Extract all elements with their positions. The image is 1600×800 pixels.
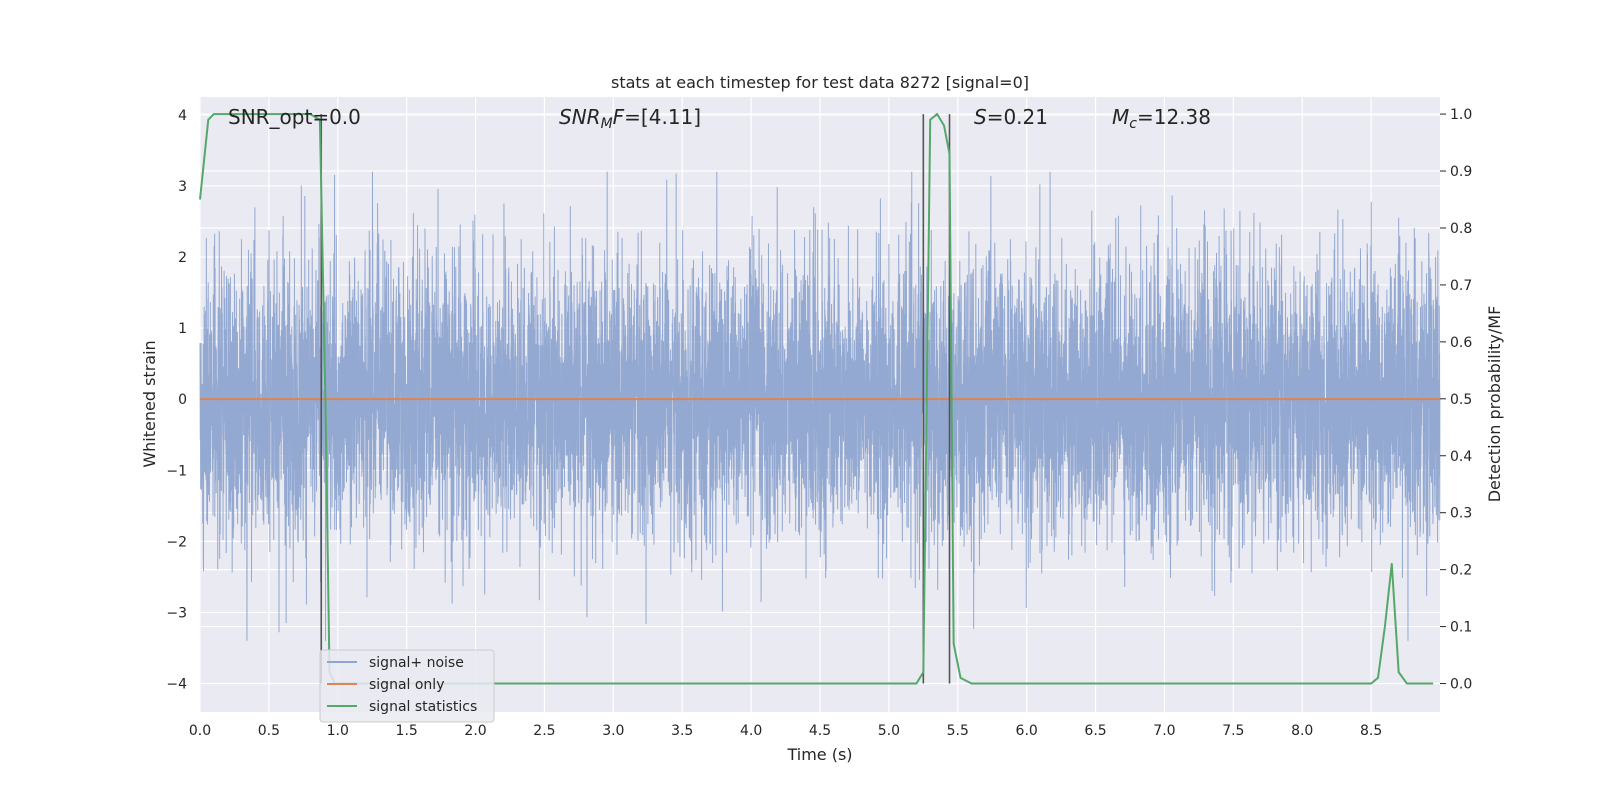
annotation-snr-mf-subscript: M (601, 116, 613, 132)
x-tick-label: 4.5 (809, 723, 831, 739)
chart-title: stats at each timestep for test data 827… (611, 73, 1029, 92)
y-left-tick-label: −4 (166, 677, 187, 693)
series-signal-statistics (199, 113, 1434, 685)
x-axis-title: Time (s) (786, 745, 852, 764)
y-left-tick-label: 4 (178, 108, 187, 124)
noise-line (199, 171, 1441, 641)
annotation-snr-mf-symbol: SNR (559, 105, 601, 129)
y-right-tick-label: 0.9 (1450, 164, 1472, 180)
x-tick-label: 6.5 (1084, 723, 1106, 739)
x-tick-label: 3.0 (602, 723, 624, 739)
annotation-s-value: =0.21 (987, 105, 1048, 129)
y-right-tick-label: 0.8 (1450, 221, 1472, 237)
x-tick-label: 3.5 (671, 723, 693, 739)
x-tick-label: 8.5 (1360, 723, 1382, 739)
y-left-tick-label: −3 (166, 605, 187, 621)
x-tick-label: 7.0 (1153, 723, 1175, 739)
y-left-tick-label: 1 (178, 321, 187, 337)
annotation-s: S=0.21 (974, 105, 1048, 129)
x-tick-label: 6.0 (1016, 723, 1038, 739)
y-right-tick-label: 0.0 (1450, 677, 1472, 693)
legend: signal+ noise signal only signal statist… (319, 649, 495, 723)
y-right-tick-label: 0.2 (1450, 563, 1472, 579)
y-left-tick-label: 2 (178, 250, 187, 266)
x-tick-label: 0.5 (258, 723, 280, 739)
x-tick-label: 5.5 (947, 723, 969, 739)
y-right-tick-labels: 1.0 0.9 0.8 0.7 0.6 0.5 0.4 0.3 0.2 0.1 0.0 (1440, 107, 1472, 693)
legend-label-signal-plus-noise: signal+ noise (369, 655, 464, 671)
legend-label-signal-statistics: signal statistics (369, 699, 477, 715)
y-left-tick-label: 3 (178, 179, 187, 195)
y-right-tick-label: 1.0 (1450, 107, 1472, 123)
legend-box (319, 649, 495, 723)
x-tick-label: 1.0 (327, 723, 349, 739)
y-left-tick-label: −2 (166, 534, 187, 550)
y-right-tick-label: 0.1 (1450, 620, 1472, 636)
y-right-tick-label: 0.6 (1450, 335, 1472, 351)
x-tick-label: 2.0 (464, 723, 486, 739)
x-tick-labels: 0.0 0.5 1.0 1.5 2.0 2.5 3.0 3.5 4.0 4.5 5.0 5.5 6.0 6… (189, 723, 1382, 739)
series-signal-plus-noise (199, 171, 1441, 641)
y-right-axis-title: Detection probability/MF (1485, 306, 1504, 503)
x-tick-label: 2.5 (533, 723, 555, 739)
x-tick-label: 4.0 (740, 723, 762, 739)
x-tick-label: 0.0 (189, 723, 211, 739)
annotation-snr-opt: SNR_opt=0.0 (228, 105, 361, 129)
x-tick-label: 1.5 (396, 723, 418, 739)
y-right-tick-label: 0.3 (1450, 506, 1472, 522)
annotation-mc-subscript: c (1129, 116, 1137, 132)
x-tick-label: 8.0 (1291, 723, 1313, 739)
y-left-tick-label: −1 (166, 463, 187, 479)
y-right-tick-label: 0.4 (1450, 449, 1472, 465)
y-right-tick-label: 0.7 (1450, 278, 1472, 294)
y-right-tick-label: 0.5 (1450, 392, 1472, 408)
y-left-axis-title: Whitened strain (140, 340, 159, 467)
x-tick-label: 5.0 (878, 723, 900, 739)
annotation-mc-symbol: M (1112, 105, 1129, 129)
signal-statistics-line (199, 113, 1434, 685)
annotation-snr-mf: SNRMF=[4.11] (559, 105, 701, 132)
annotation-snr-mf-value: =[4.11] (624, 105, 701, 129)
y-left-tick-label: 0 (178, 392, 187, 408)
annotation-s-symbol: S (974, 105, 987, 129)
annotation-mc-value: =12.38 (1137, 105, 1211, 129)
y-left-tick-labels: 4 3 2 1 0 −1 −2 −3 −4 (166, 108, 187, 693)
annotation-snr-mf-f: F (613, 105, 625, 129)
annotation-mc: Mc=12.38 (1112, 105, 1211, 132)
x-tick-label: 7.5 (1222, 723, 1244, 739)
legend-label-signal-only: signal only (369, 677, 444, 693)
